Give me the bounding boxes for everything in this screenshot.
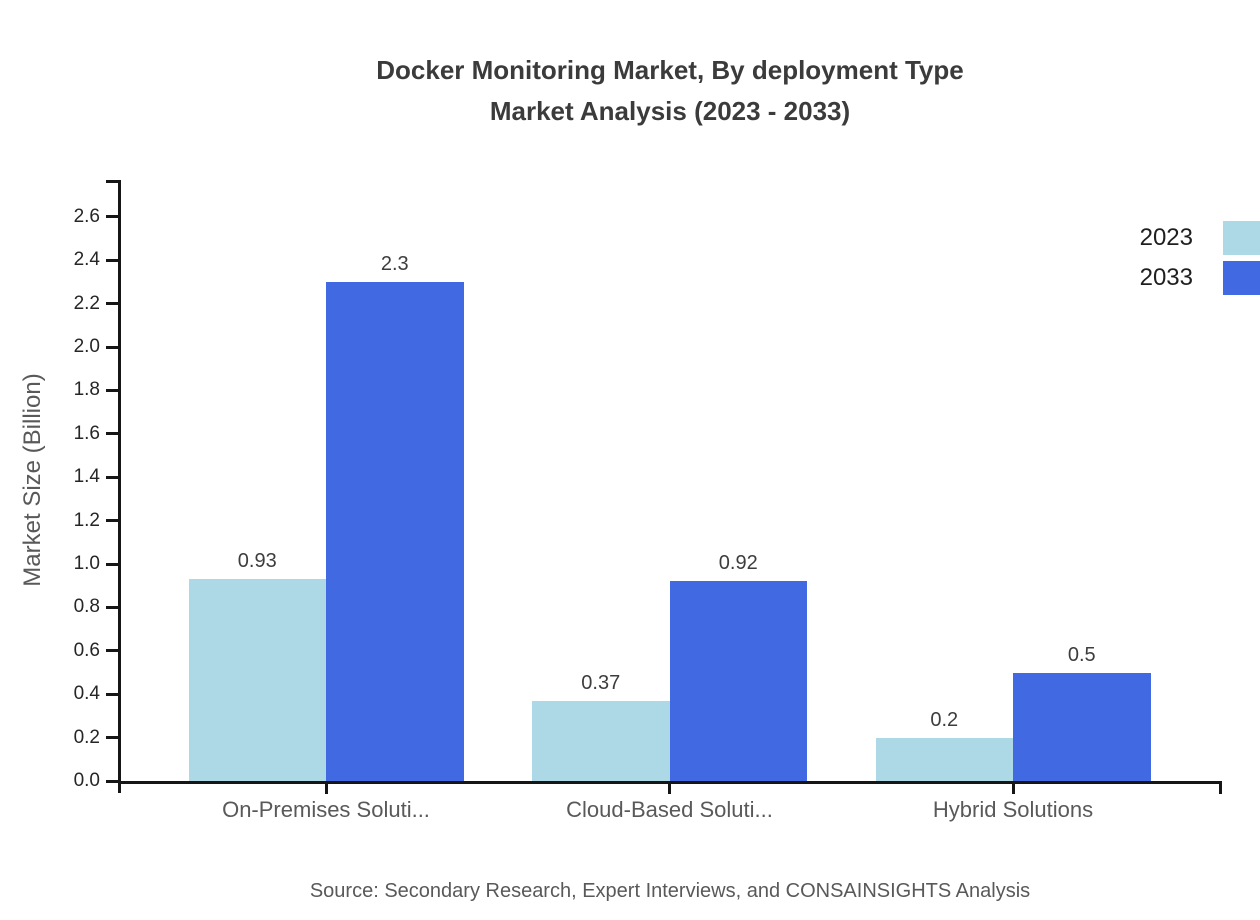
legend-swatch bbox=[1223, 261, 1260, 295]
y-tick-label: 1.4 bbox=[73, 466, 100, 488]
y-tick bbox=[106, 475, 118, 479]
y-tick-label: 1.8 bbox=[73, 379, 100, 401]
bar-value-label: 0.37 bbox=[581, 671, 621, 694]
bar-value-label: 0.2 bbox=[930, 708, 959, 731]
y-tick bbox=[106, 215, 118, 219]
y-tick bbox=[106, 736, 118, 740]
x-axis-category-label: Cloud-Based Soluti... bbox=[566, 797, 773, 822]
x-tick bbox=[324, 781, 328, 794]
plot-area: 0.0 0.2 0.4 0.6 0.8 1.0 1.2 1.4 1.6 1.8 2.0 2.2 2.4 2… bbox=[74, 180, 1222, 822]
y-tick-label: 0.0 bbox=[73, 770, 100, 791]
y-tick bbox=[106, 258, 118, 262]
bar-2023-Hybrid Solutions bbox=[875, 737, 1013, 781]
y-tick bbox=[106, 605, 118, 609]
bar-2033-On-Premises Soluti... bbox=[326, 281, 464, 781]
x-axis-end-tick bbox=[1219, 781, 1222, 794]
bar-2023-Cloud-Based Soluti... bbox=[532, 700, 670, 781]
chart-title-line2: Market Analysis (2023 - 2033) bbox=[489, 96, 851, 126]
y-axis-end-tick bbox=[106, 180, 118, 183]
y-axis-line bbox=[118, 180, 121, 793]
x-axis-category-label: Hybrid Solutions bbox=[932, 797, 1094, 822]
bar-value-label: 0.93 bbox=[237, 550, 277, 573]
y-tick bbox=[106, 432, 118, 436]
y-tick bbox=[106, 779, 118, 783]
y-tick bbox=[106, 692, 118, 696]
y-tick bbox=[106, 649, 118, 653]
y-tick-label: 2.4 bbox=[73, 249, 100, 271]
x-tick bbox=[668, 781, 671, 794]
legend-item: 2023 bbox=[1140, 218, 1260, 258]
y-tick bbox=[106, 562, 118, 566]
bar-value-label: 2.3 bbox=[380, 252, 409, 275]
bar-2033-Cloud-Based Soluti... bbox=[669, 581, 807, 781]
y-tick-label: 0.4 bbox=[73, 683, 100, 705]
y-tick bbox=[106, 345, 118, 349]
y-tick bbox=[106, 388, 118, 392]
legend-label: 2023 bbox=[1139, 224, 1193, 251]
y-tick-label: 2.2 bbox=[73, 292, 100, 314]
y-tick-label: 2.6 bbox=[73, 205, 100, 227]
y-tick-label: 0.6 bbox=[73, 639, 100, 661]
legend-item: 2033 bbox=[1140, 258, 1260, 298]
y-tick-label: 1.2 bbox=[73, 509, 100, 531]
legend-label: 2033 bbox=[1139, 264, 1193, 291]
chart-title: Docker Monitoring Market, By deployment … bbox=[80, 50, 1260, 132]
bar-value-label: 0.5 bbox=[1067, 643, 1096, 666]
x-axis-category-label: On-Premises Soluti... bbox=[222, 797, 430, 822]
x-tick bbox=[1011, 781, 1015, 794]
bar-value-label: 0.92 bbox=[718, 552, 758, 575]
y-tick bbox=[106, 302, 118, 306]
y-tick bbox=[106, 519, 118, 523]
y-tick-label: 1.0 bbox=[73, 553, 100, 575]
chart-title-line1: Docker Monitoring Market, By deployment … bbox=[376, 55, 964, 85]
y-tick-label: 1.6 bbox=[73, 422, 100, 444]
source-note: Source: Secondary Research, Expert Inter… bbox=[309, 880, 1031, 902]
legend-swatch bbox=[1223, 221, 1260, 255]
y-tick-label: 2.0 bbox=[73, 336, 100, 358]
y-tick-label: 0.8 bbox=[73, 596, 100, 618]
bar-2033-Hybrid Solutions bbox=[1013, 672, 1151, 781]
legend: 2023 2033 bbox=[1140, 218, 1260, 298]
bar-2023-On-Premises Soluti... bbox=[188, 579, 326, 781]
y-tick-label: 0.2 bbox=[73, 726, 100, 748]
